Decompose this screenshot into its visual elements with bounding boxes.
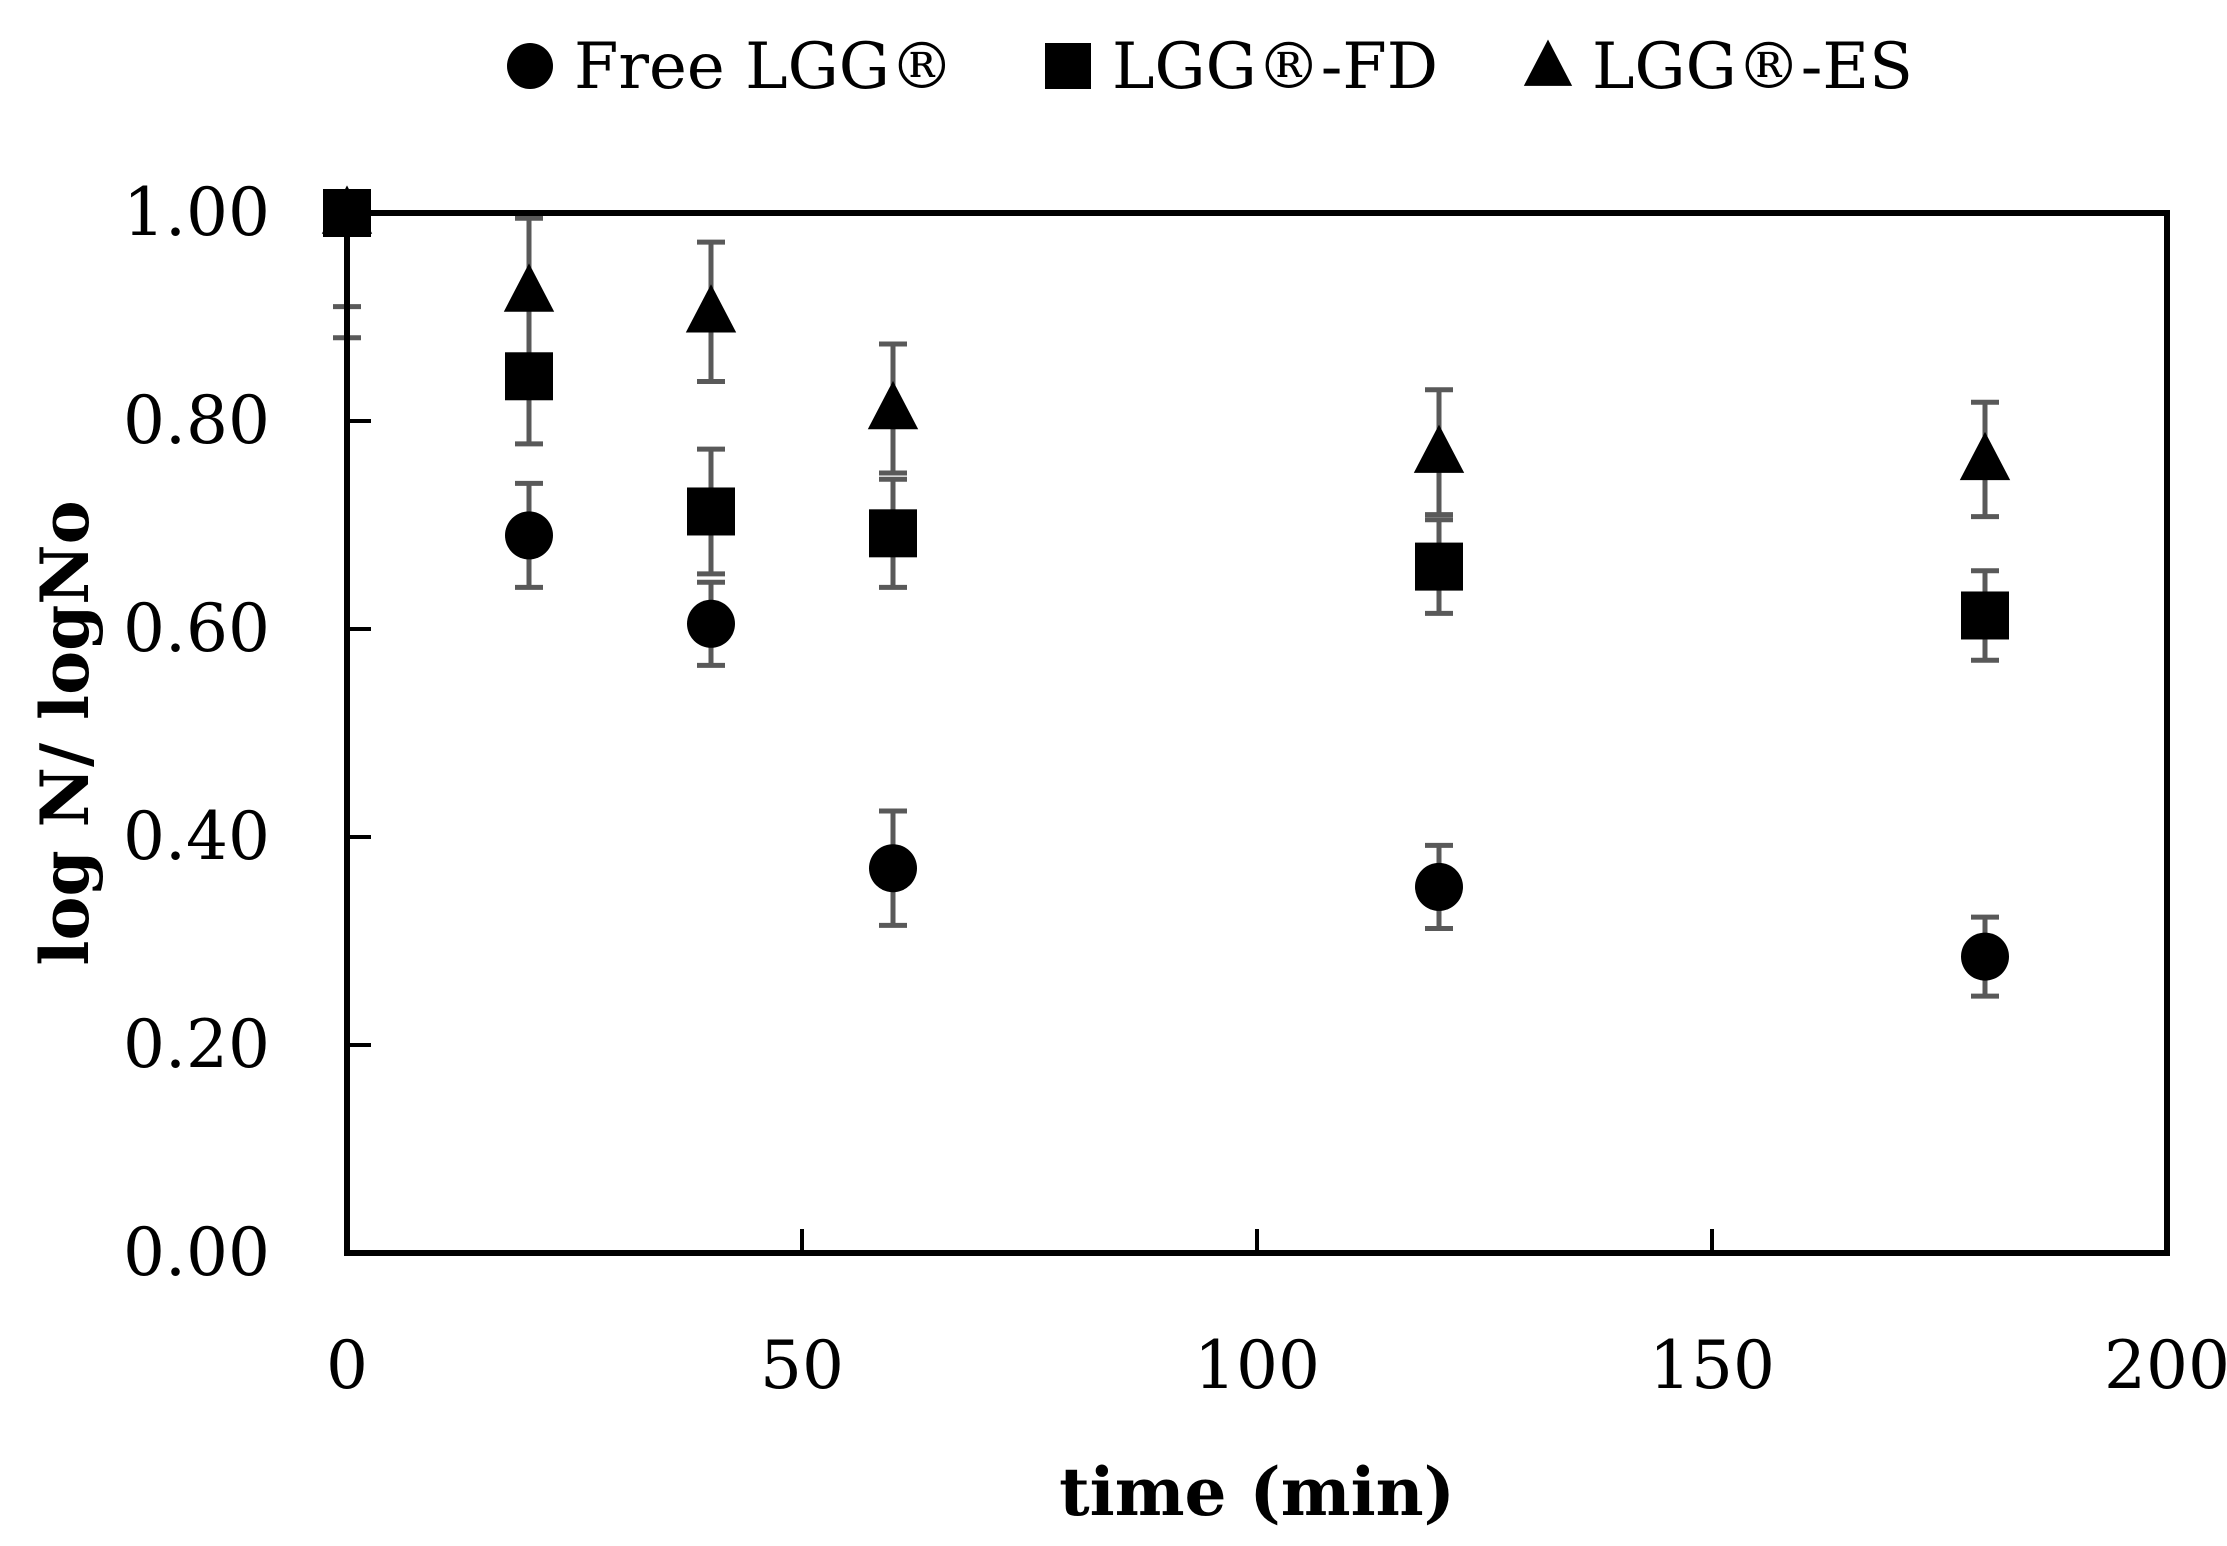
legend-circle-icon [507, 43, 553, 89]
triangle-point [1413, 424, 1465, 473]
triangle-point [321, 185, 373, 234]
x-axis: 0 50 100 150 200 [326, 1229, 2227, 1404]
plot-area-frame [344, 210, 2170, 1256]
legend-label: LGG®-FD [1112, 30, 1438, 104]
square-point [505, 352, 553, 401]
circle-point [1415, 862, 1463, 911]
legend-item-lgg-fd: LGG®-FD [1045, 30, 1438, 104]
series-lgg-fd [323, 189, 2009, 640]
x-tick-label: 50 [760, 1327, 844, 1404]
legend-label: Free LGG® [574, 30, 954, 104]
circle-point [687, 599, 735, 648]
legend-square-icon [1045, 43, 1091, 89]
legend-label: LGG®-ES [1592, 30, 1913, 104]
x-tick-label: 200 [2104, 1327, 2227, 1404]
legend: Free LGG® LGG®-FD LGG®-ES [507, 30, 1913, 104]
square-point [687, 487, 735, 536]
x-tick-label: 100 [1194, 1327, 1320, 1404]
legend-triangle-icon [1523, 39, 1573, 86]
square-point [1961, 591, 2009, 640]
data-markers [321, 185, 2011, 981]
square-point [1415, 542, 1463, 591]
y-axis: 0.00 0.20 0.40 0.60 0.80 1.00 [123, 174, 371, 1291]
circle-point [869, 844, 917, 893]
y-tick-label: 0.40 [123, 798, 270, 875]
x-tick-label: 150 [1649, 1327, 1775, 1404]
x-axis-title: time (min) [1059, 1453, 1455, 1531]
triangle-point [867, 380, 919, 430]
series-lgg-es [321, 185, 2011, 481]
x-tick-label: 0 [326, 1327, 368, 1404]
y-tick-label: 0.20 [123, 1006, 270, 1083]
triangle-point [503, 263, 555, 312]
y-tick-label: 1.00 [123, 174, 270, 251]
y-tick-label: 0.80 [123, 382, 270, 459]
y-tick-label: 0.00 [123, 1214, 270, 1291]
y-axis-title: log N/ logNo [26, 500, 104, 965]
legend-item-free-lgg: Free LGG® [507, 30, 954, 104]
series-free-lgg [323, 189, 2009, 981]
triangle-point [685, 284, 737, 333]
y-tick-label: 0.60 [123, 590, 270, 667]
circle-point [1961, 932, 2009, 981]
legend-item-lgg-es: LGG®-ES [1523, 30, 1913, 104]
circle-point [505, 511, 553, 560]
square-point [869, 509, 917, 558]
error-bars [333, 210, 1999, 999]
triangle-point [1959, 431, 2011, 481]
